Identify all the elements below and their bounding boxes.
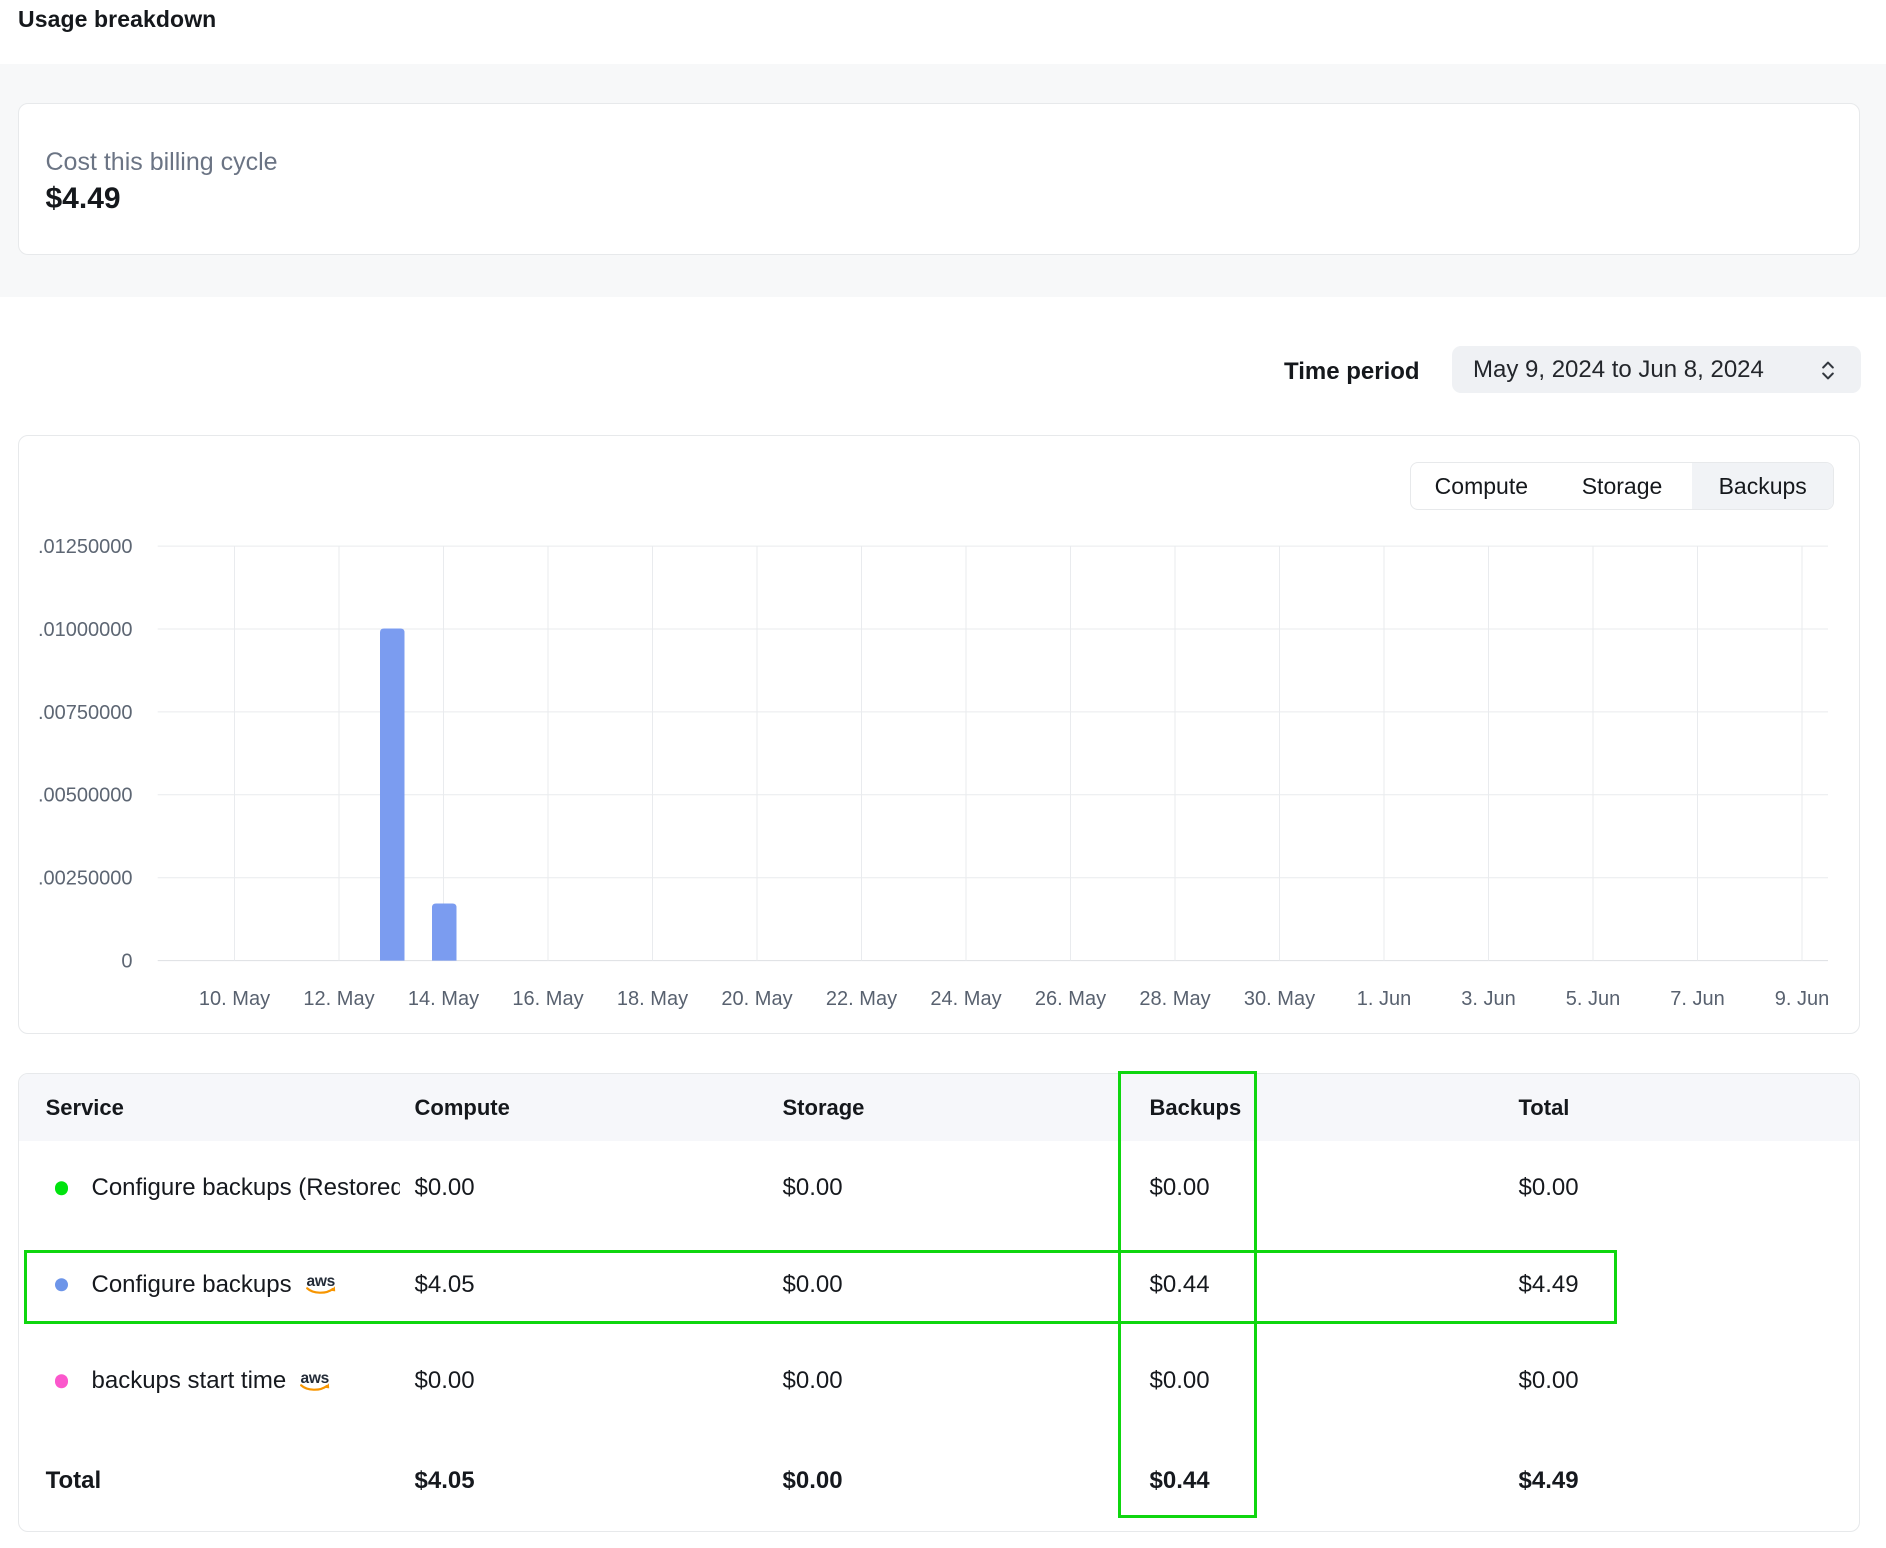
svg-text:20. May: 20. May — [721, 988, 792, 1010]
svg-text:18. May: 18. May — [617, 988, 688, 1010]
svg-text:12. May: 12. May — [303, 988, 374, 1010]
svg-text:7. Jun: 7. Jun — [1670, 988, 1724, 1010]
svg-text:30. May: 30. May — [1244, 988, 1315, 1010]
svg-text:24. May: 24. May — [930, 988, 1001, 1010]
svg-text:10. May: 10. May — [199, 988, 270, 1010]
svg-text:.00750000: .00750000 — [38, 702, 133, 724]
svg-text:14. May: 14. May — [408, 988, 479, 1010]
svg-text:9. Jun: 9. Jun — [1775, 988, 1829, 1010]
svg-text:16. May: 16. May — [512, 988, 583, 1010]
svg-text:aws: aws — [306, 1275, 334, 1290]
svg-text:.00500000: .00500000 — [38, 785, 133, 807]
svg-text:aws: aws — [301, 1372, 329, 1387]
svg-text:.01000000: .01000000 — [38, 619, 133, 641]
svg-text:22. May: 22. May — [826, 988, 897, 1010]
svg-text:26. May: 26. May — [1035, 988, 1106, 1010]
svg-text:1. Jun: 1. Jun — [1357, 988, 1411, 1010]
svg-text:3. Jun: 3. Jun — [1461, 988, 1515, 1010]
svg-text:.01250000: .01250000 — [38, 536, 133, 558]
svg-text:28. May: 28. May — [1139, 988, 1210, 1010]
svg-text:5. Jun: 5. Jun — [1566, 988, 1620, 1010]
svg-text:.00250000: .00250000 — [38, 868, 133, 890]
svg-text:0: 0 — [121, 951, 132, 973]
